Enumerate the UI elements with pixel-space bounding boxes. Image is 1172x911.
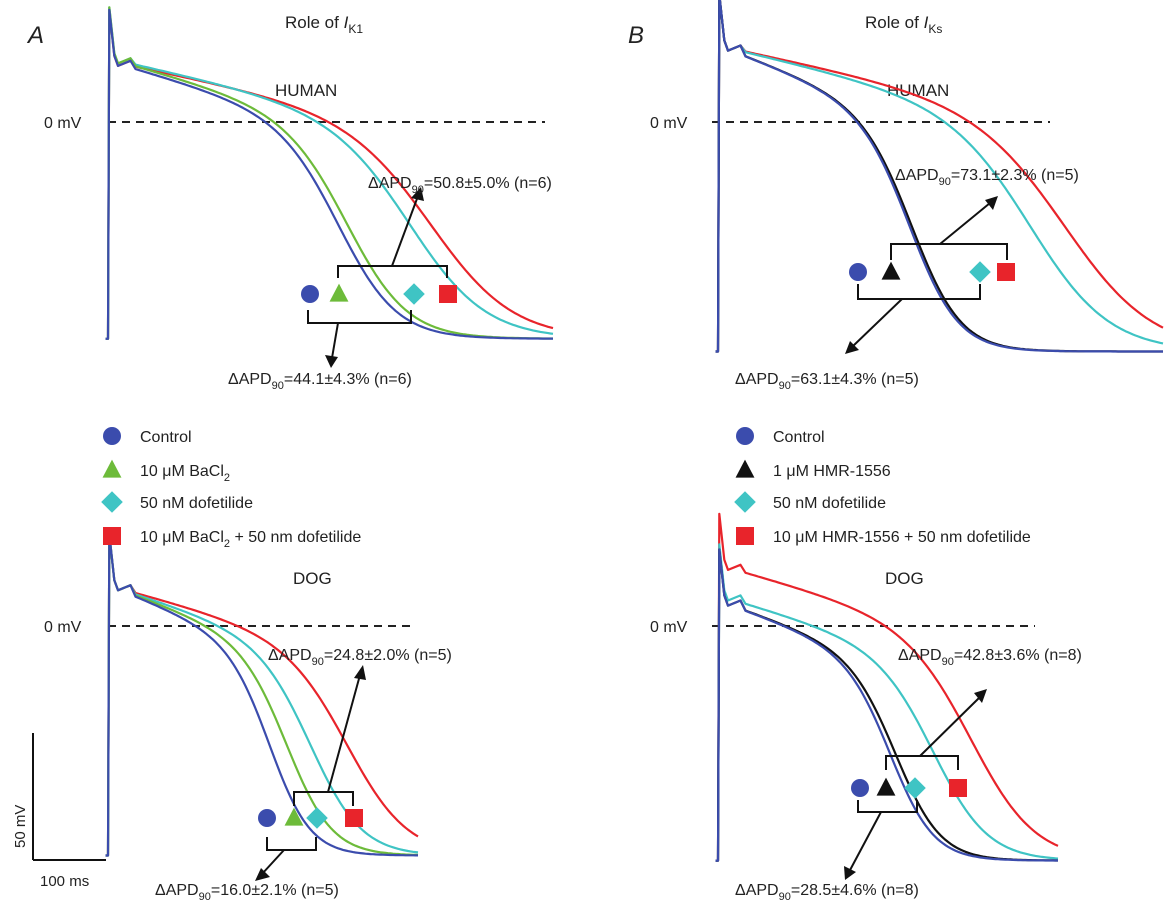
trace-a-human-control (105, 8, 553, 340)
scale-bar-time-label: 100 ms (40, 873, 89, 890)
species-label-b-human: HUMAN (887, 81, 949, 100)
legend-label-10-m-bacl: 10 μM BaCl2 (140, 463, 230, 484)
trace-b-dog-50-nm-dofetilide (715, 543, 1059, 862)
trace-a-dog-50-nm-dofetilide (105, 533, 419, 857)
delta-b-dog-upper: ΔAPD90=42.8±3.6% (n=8) (898, 647, 1082, 668)
legend-label-50-nm-dofetilide: 50 nM dofetilide (773, 495, 886, 512)
scale-bar: 50 mV 100 ms (12, 733, 106, 890)
arrowhead-b-human-down (845, 341, 859, 354)
marker-b-dog-50-nm-dofetilide (904, 777, 926, 799)
marker-b-dog-control (851, 779, 869, 797)
arrowhead-b-dog-down (844, 866, 856, 880)
panel-a-title: Role of IK1 (285, 13, 363, 36)
delta-b-human-upper: ΔAPD90=73.1±2.3% (n=5) (895, 167, 1079, 188)
brackets-a-dog (261, 674, 361, 875)
legend-panel-a: Control 10 μM BaCl2 50 nM dofetilide 10 μM … (101, 427, 361, 550)
scale-bar-voltage-label: 50 mV (12, 805, 29, 848)
arrowhead-b-dog-up (974, 689, 987, 703)
arrowhead-a-dog-down (255, 868, 270, 881)
traces-a-human (105, 6, 554, 340)
trace-a-human-50-nm-dofetilide (105, 6, 554, 340)
brackets-a-human (307, 195, 448, 359)
marker-b-dog-10-m-hmr-1556-50-nm-dofetilide (949, 779, 967, 797)
markers-b-dog (851, 777, 967, 799)
zero-label-a-human: 0 mV (44, 115, 82, 132)
trace-b-dog-1-m-hmr-1556 (715, 548, 1058, 862)
arrowhead-b-human-up (985, 196, 998, 210)
markers-a-dog (258, 807, 363, 829)
trace-a-dog-10-m-bacl2 (105, 533, 419, 857)
marker-a-dog-10-m-bacl2-50-nm-dofetilide (345, 809, 363, 827)
panel-b-title: Role of IKs (865, 13, 942, 36)
legend-label-control: Control (140, 429, 192, 446)
legend-marker-1-1 (735, 459, 755, 478)
marker-b-human-control (849, 263, 867, 281)
brackets-b-dog (848, 696, 981, 873)
traces-b-dog (715, 512, 1059, 862)
trace-b-human-50-nm-dofetilide (715, 0, 1164, 353)
legend-marker-1-3 (736, 527, 754, 545)
legend-label-control: Control (773, 429, 825, 446)
traces-a-dog (105, 533, 419, 857)
marker-a-dog-control (258, 809, 276, 827)
legend-label-10-m-bacl-50-nm-dofetilide: 10 μM BaCl2 + 50 nm dofetilide (140, 529, 361, 550)
delta-a-human-upper: ΔAPD90=50.8±5.0% (n=6) (368, 175, 552, 196)
marker-a-dog-50-nm-dofetilide (306, 807, 328, 829)
legend-marker-1-2 (734, 491, 756, 513)
delta-a-dog-upper: ΔAPD90=24.8±2.0% (n=5) (268, 647, 452, 668)
legend-marker-1-0 (736, 427, 754, 445)
marker-a-human-10-m-bacl2 (329, 283, 349, 302)
trace-b-human-control (715, 0, 1163, 353)
marker-a-dog-10-m-bacl2 (284, 807, 304, 826)
delta-b-human-lower: ΔAPD90=63.1±4.3% (n=5) (735, 371, 919, 392)
legend-marker-0-1 (102, 459, 122, 478)
legend-label-1-m-hmr-1556: 1 μM HMR-1556 (773, 463, 891, 480)
delta-a-dog-lower: ΔAPD90=16.0±2.1% (n=5) (155, 882, 339, 903)
panel-letter-a: A (26, 22, 44, 49)
legend-label-10-m-hmr-1556-50-nm-dofetilide: 10 μM HMR-1556 + 50 nm dofetilide (773, 529, 1031, 546)
species-label-a-human: HUMAN (275, 81, 337, 100)
marker-b-human-50-nm-dofetilide (969, 261, 991, 283)
arrowhead-a-human-down (325, 355, 338, 368)
panel-letter-b: B (628, 22, 644, 49)
marker-b-human-1-m-hmr-1556 (881, 261, 901, 280)
legend-label-50-nm-dofetilide: 50 nM dofetilide (140, 495, 253, 512)
marker-a-human-50-nm-dofetilide (403, 283, 425, 305)
legend-marker-0-0 (103, 427, 121, 445)
zero-label-a-dog: 0 mV (44, 619, 82, 636)
traces-b-human (715, 0, 1164, 353)
species-label-b-dog: DOG (885, 569, 924, 588)
trace-a-human-10-m-bacl2 (105, 6, 553, 340)
brackets-b-human (851, 202, 1008, 348)
trace-a-dog-control (105, 533, 418, 857)
trace-a-dog-10-m-bacl2-50-nm-dofetilide (105, 533, 419, 857)
delta-a-human-lower: ΔAPD90=44.1±4.3% (n=6) (228, 371, 412, 392)
marker-a-human-control (301, 285, 319, 303)
marker-a-human-10-m-bacl2-50-nm-dofetilide (439, 285, 457, 303)
trace-b-human-10-m-hmr-1556-50-nm-dofetilide (715, 0, 1164, 353)
delta-b-dog-lower: ΔAPD90=28.5±4.6% (n=8) (735, 882, 919, 903)
markers-a-human (301, 283, 457, 305)
marker-b-human-10-m-hmr-1556-50-nm-dofetilide (997, 263, 1015, 281)
arrowhead-a-human-up (411, 187, 424, 201)
legend-marker-0-3 (103, 527, 121, 545)
trace-b-dog-control (715, 548, 1058, 862)
arrowhead-a-dog-up (354, 665, 366, 680)
species-label-a-dog: DOG (293, 569, 332, 588)
legend-marker-0-2 (101, 491, 123, 513)
markers-b-human (849, 261, 1015, 283)
legend-panel-b: Control 1 μM HMR-1556 50 nM dofetilide 10 μ… (734, 427, 1031, 546)
zero-label-b-human: 0 mV (650, 115, 688, 132)
trace-b-dog-10-m-hmr-1556-50-nm-dofetilide (715, 512, 1059, 862)
marker-b-dog-1-m-hmr-1556 (876, 777, 896, 796)
zero-label-b-dog: 0 mV (650, 619, 688, 636)
